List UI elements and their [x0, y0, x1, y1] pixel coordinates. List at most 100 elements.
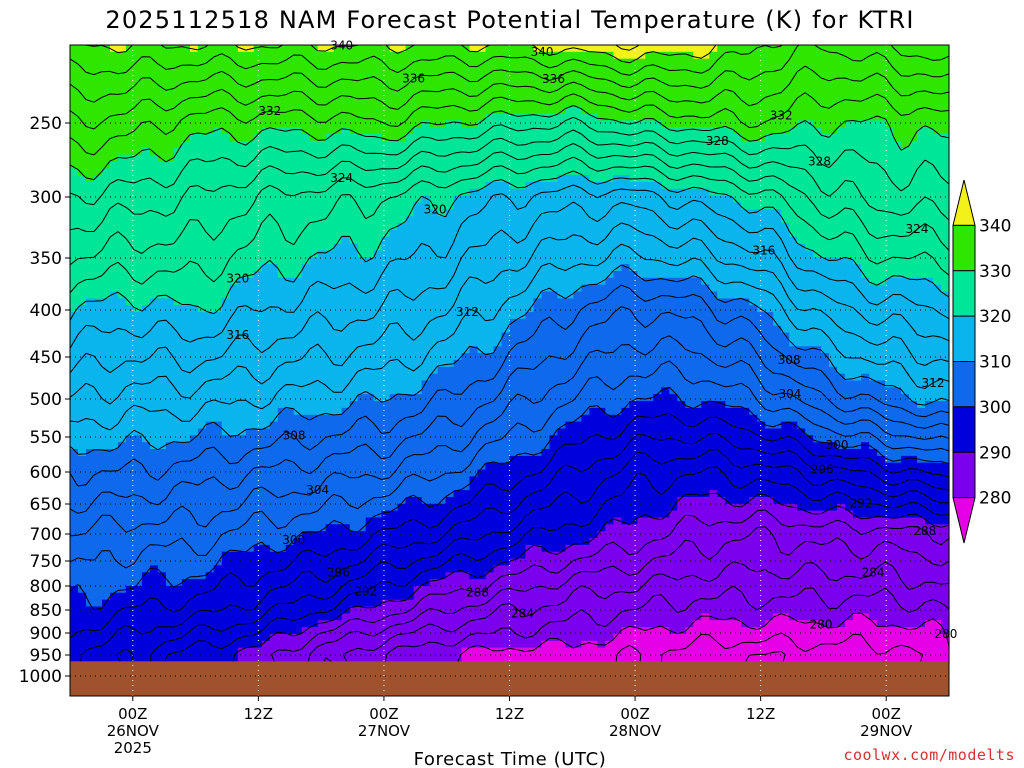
theta-cell — [533, 291, 543, 299]
theta-cell — [301, 120, 311, 128]
theta-cell — [517, 188, 527, 197]
theta-cell — [237, 161, 247, 169]
theta-cell — [125, 168, 135, 176]
theta-cell — [669, 51, 678, 60]
theta-cell — [78, 298, 87, 306]
theta-cell — [437, 243, 447, 252]
theta-cell — [781, 257, 790, 265]
theta-cell — [86, 58, 95, 67]
theta-cell — [781, 209, 790, 217]
theta-cell — [86, 223, 95, 231]
theta-cell — [86, 243, 95, 252]
theta-cell — [485, 346, 495, 354]
theta-cell — [741, 339, 750, 347]
theta-cell — [693, 339, 702, 347]
theta-cell — [813, 291, 822, 299]
theta-cell — [437, 195, 447, 204]
theta-cell — [397, 318, 407, 327]
theta-cell — [557, 271, 566, 279]
theta-cell — [733, 209, 742, 217]
theta-cell — [605, 147, 614, 156]
theta-cell — [797, 346, 806, 354]
theta-cell — [493, 120, 503, 128]
theta-cell — [677, 236, 686, 245]
theta-cell — [837, 106, 846, 115]
theta-cell — [773, 271, 782, 279]
theta-cell — [469, 229, 479, 238]
theta-cell — [333, 250, 343, 258]
theta-cell — [781, 106, 790, 115]
theta-cell — [645, 195, 654, 204]
theta-cell — [405, 140, 415, 149]
theta-cell — [317, 106, 327, 115]
theta-cell — [445, 154, 455, 163]
theta-cell — [86, 195, 95, 204]
theta-cell — [541, 168, 551, 176]
theta-cell — [437, 339, 447, 347]
theta-cell — [285, 339, 295, 347]
theta-cell — [645, 72, 654, 80]
theta-cell — [86, 325, 95, 334]
theta-cell — [509, 65, 519, 73]
theta-cell — [78, 264, 87, 272]
theta-cell — [173, 332, 183, 341]
theta-cell — [141, 243, 151, 252]
theta-cell — [901, 188, 910, 197]
theta-cell — [941, 271, 950, 279]
theta-cell — [213, 229, 223, 238]
theta-cell — [245, 312, 255, 320]
theta-cell — [885, 298, 894, 306]
theta-cell — [357, 65, 367, 73]
theta-cell — [621, 298, 630, 306]
theta-cell — [421, 291, 431, 299]
theta-cell — [669, 134, 678, 142]
theta-cell — [213, 250, 223, 258]
theta-cell — [413, 298, 423, 306]
theta-cell — [261, 202, 271, 210]
theta-cell — [757, 113, 766, 121]
theta-cell — [157, 305, 167, 313]
theta-cell — [237, 147, 247, 156]
theta-cell — [717, 202, 726, 210]
theta-cell — [365, 147, 375, 156]
theta-cell — [389, 339, 399, 347]
theta-cell — [525, 291, 535, 299]
theta-cell — [757, 216, 766, 224]
theta-cell — [901, 92, 910, 101]
theta-cell — [421, 161, 431, 169]
theta-cell — [125, 202, 135, 210]
theta-cell — [669, 223, 678, 231]
theta-cell — [669, 45, 678, 53]
theta-cell — [157, 318, 167, 327]
theta-cell — [205, 284, 215, 293]
theta-cell — [78, 175, 87, 183]
theta-cell — [893, 277, 902, 286]
theta-cell — [733, 182, 742, 190]
theta-cell — [253, 305, 263, 313]
theta-cell — [229, 209, 239, 217]
theta-cell — [573, 79, 582, 87]
theta-cell — [645, 168, 654, 176]
theta-cell — [773, 216, 782, 224]
theta-cell — [541, 195, 551, 204]
theta-cell — [933, 271, 942, 279]
theta-cell — [549, 182, 559, 190]
theta-cell — [653, 243, 662, 252]
theta-cell — [701, 332, 710, 341]
theta-cell — [357, 195, 367, 204]
theta-cell — [717, 134, 726, 142]
theta-cell — [94, 182, 103, 190]
theta-cell — [493, 339, 503, 347]
theta-cell — [701, 236, 710, 245]
theta-cell — [733, 195, 742, 204]
theta-cell — [78, 243, 87, 252]
theta-cell — [821, 202, 830, 210]
theta-cell — [749, 291, 758, 299]
theta-cell — [765, 284, 774, 293]
theta-cell — [917, 99, 926, 108]
theta-cell — [773, 325, 782, 334]
theta-cell — [333, 243, 343, 252]
theta-cell — [925, 243, 934, 252]
theta-cell — [205, 250, 215, 258]
theta-cell — [102, 92, 111, 101]
